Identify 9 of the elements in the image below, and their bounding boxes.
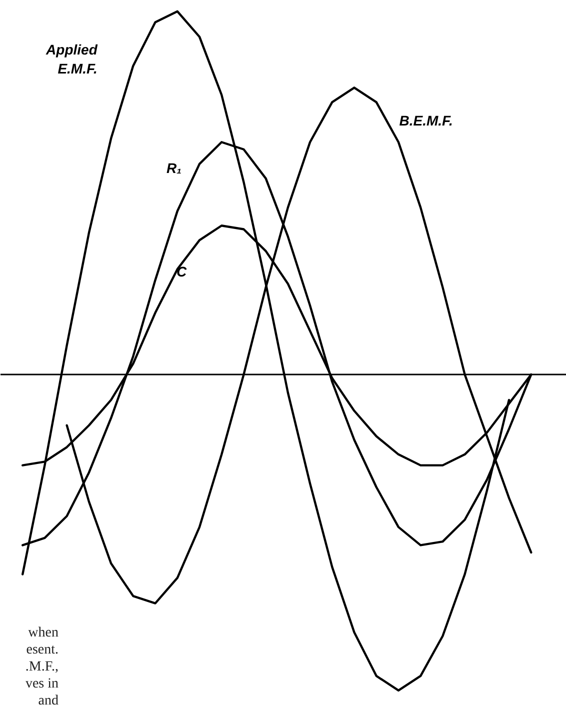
annotation: ves in — [25, 676, 59, 692]
series-label: C — [176, 264, 188, 280]
text: Applied E.M.F. — [45, 41, 98, 77]
series-label: R₁ — [166, 160, 182, 176]
series-label: B.E.M.F. — [399, 112, 453, 129]
annotation: esent. — [26, 642, 58, 658]
annotation: .M.F., — [25, 660, 59, 674]
text: and — [38, 694, 59, 708]
annotation: when — [28, 626, 59, 640]
